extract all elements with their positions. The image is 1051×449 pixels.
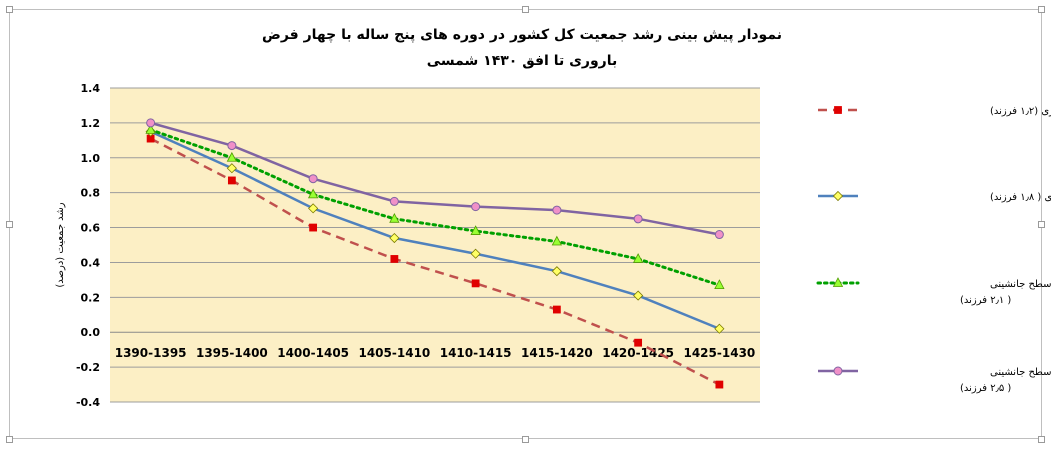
data-point <box>389 232 400 244</box>
data-point <box>552 305 561 314</box>
x-category-label: 1395-1400 <box>196 346 268 360</box>
data-point <box>308 174 318 184</box>
x-category-label: 1425-1430 <box>683 346 755 360</box>
chart-title-line2: باروری تا افق ۱۴۳۰ شمسی <box>427 53 618 69</box>
legend-item-2[interactable]: تثبیت باروری ( ۱٫۸ فرزند) <box>818 190 1051 204</box>
legend-label-line2: ( ۲٫۱ فرزند) <box>960 295 1011 306</box>
data-point <box>226 163 237 174</box>
data-point <box>308 203 319 214</box>
data-point <box>714 323 725 334</box>
data-point <box>471 202 481 212</box>
y-tick-label: 1.4 <box>81 82 101 95</box>
legend-label: تثبیت باروری ( ۱٫۸ فرزند) <box>990 192 1051 203</box>
y-tick-label: 0.0 <box>81 326 101 339</box>
data-point <box>633 290 644 301</box>
series-line <box>150 121 720 236</box>
data-point <box>470 248 481 259</box>
series-4 <box>146 118 724 240</box>
gridlines <box>110 87 760 403</box>
data-point <box>634 338 643 347</box>
data-point <box>715 380 724 389</box>
legend-label-line2: ( ۲٫۵ فرزند) <box>960 383 1011 394</box>
y-tick-label: -0.2 <box>76 361 100 374</box>
data-point <box>226 151 238 162</box>
x-category-label: 1405-1410 <box>358 346 430 360</box>
legend[interactable]: کاهش باروری (۱٫۲ فرزند) تثبیت باروری ( ۱٫… <box>816 106 1051 394</box>
data-point <box>309 223 318 232</box>
resize-handle-top-left[interactable] <box>6 6 13 13</box>
data-point <box>633 214 643 224</box>
data-point <box>471 279 480 288</box>
data-point <box>145 124 156 134</box>
series-line <box>150 130 720 330</box>
y-tick-label: 1.2 <box>81 117 101 130</box>
x-axis-categories: 1390-1395 1395-1400 1400-1405 1405-1410 1410… <box>115 346 756 360</box>
series-3 <box>145 124 725 290</box>
y-axis-ticks: 1.4 1.2 1.0 0.8 0.6 0.4 0.2 0.0 -0.2 -0.4 <box>76 82 100 409</box>
x-category-label: 1410-1415 <box>440 346 512 360</box>
legend-marker <box>832 277 844 287</box>
data-point <box>551 266 562 277</box>
data-point <box>227 176 236 185</box>
resize-handle-bottom-left[interactable] <box>6 436 13 443</box>
legend-label: افزایش تا سطح جانشینی <box>990 279 1051 290</box>
resize-handle-top-right[interactable] <box>1038 6 1045 13</box>
data-point <box>551 235 563 246</box>
x-category-label: 1415-1420 <box>521 346 593 360</box>
y-tick-label: 0.4 <box>81 256 101 269</box>
legend-marker <box>833 366 843 376</box>
data-point <box>390 255 399 263</box>
data-point <box>389 196 399 206</box>
y-tick-label: 0.6 <box>81 222 101 235</box>
data-point <box>714 230 724 240</box>
y-tick-label: 0.2 <box>81 291 101 304</box>
legend-item-4[interactable]: افزایش بالاتر از سطح جانشینی ( ۲٫۵ فرزند) <box>818 366 1051 394</box>
legend-item-1[interactable]: کاهش باروری (۱٫۲ فرزند) <box>818 106 1051 117</box>
y-tick-label: -0.4 <box>76 396 100 409</box>
series-1 <box>146 134 724 389</box>
x-category-label: 1400-1405 <box>277 346 349 360</box>
chart-title-line1: نمودار پیش بینی رشد جمعیت کل کشور در دور… <box>262 27 782 43</box>
data-point <box>714 279 725 290</box>
resize-handle-bottom-right[interactable] <box>1038 436 1045 443</box>
series-line <box>149 128 721 287</box>
legend-label: افزایش بالاتر از سطح جانشینی <box>990 367 1051 378</box>
data-point <box>470 225 481 235</box>
legend-marker <box>834 106 842 114</box>
y-tick-label: 0.8 <box>81 187 101 200</box>
data-point <box>307 188 319 199</box>
series-2 <box>145 126 725 334</box>
resize-handle-middle-left[interactable] <box>6 221 13 228</box>
y-axis-label: رشد جمعیت (درصد) <box>55 202 66 287</box>
resize-handle-top-center[interactable] <box>522 6 529 13</box>
series-lines <box>145 118 725 389</box>
data-point <box>632 253 644 263</box>
x-category-label: 1420-1425 <box>602 346 674 360</box>
y-tick-label: 1.0 <box>81 152 101 165</box>
legend-marker <box>832 190 844 202</box>
resize-handle-bottom-center[interactable] <box>522 436 529 443</box>
data-point <box>552 205 562 215</box>
series-line <box>150 137 720 386</box>
resize-handle-middle-right[interactable] <box>1038 221 1045 228</box>
data-point <box>227 141 237 151</box>
legend-label: کاهش باروری (۱٫۲ فرزند) <box>990 106 1051 117</box>
x-category-label: 1390-1395 <box>115 346 187 360</box>
legend-item-3[interactable]: افزایش تا سطح جانشینی ( ۲٫۱ فرزند) <box>816 277 1051 306</box>
data-point <box>389 212 400 223</box>
data-point <box>146 118 156 128</box>
